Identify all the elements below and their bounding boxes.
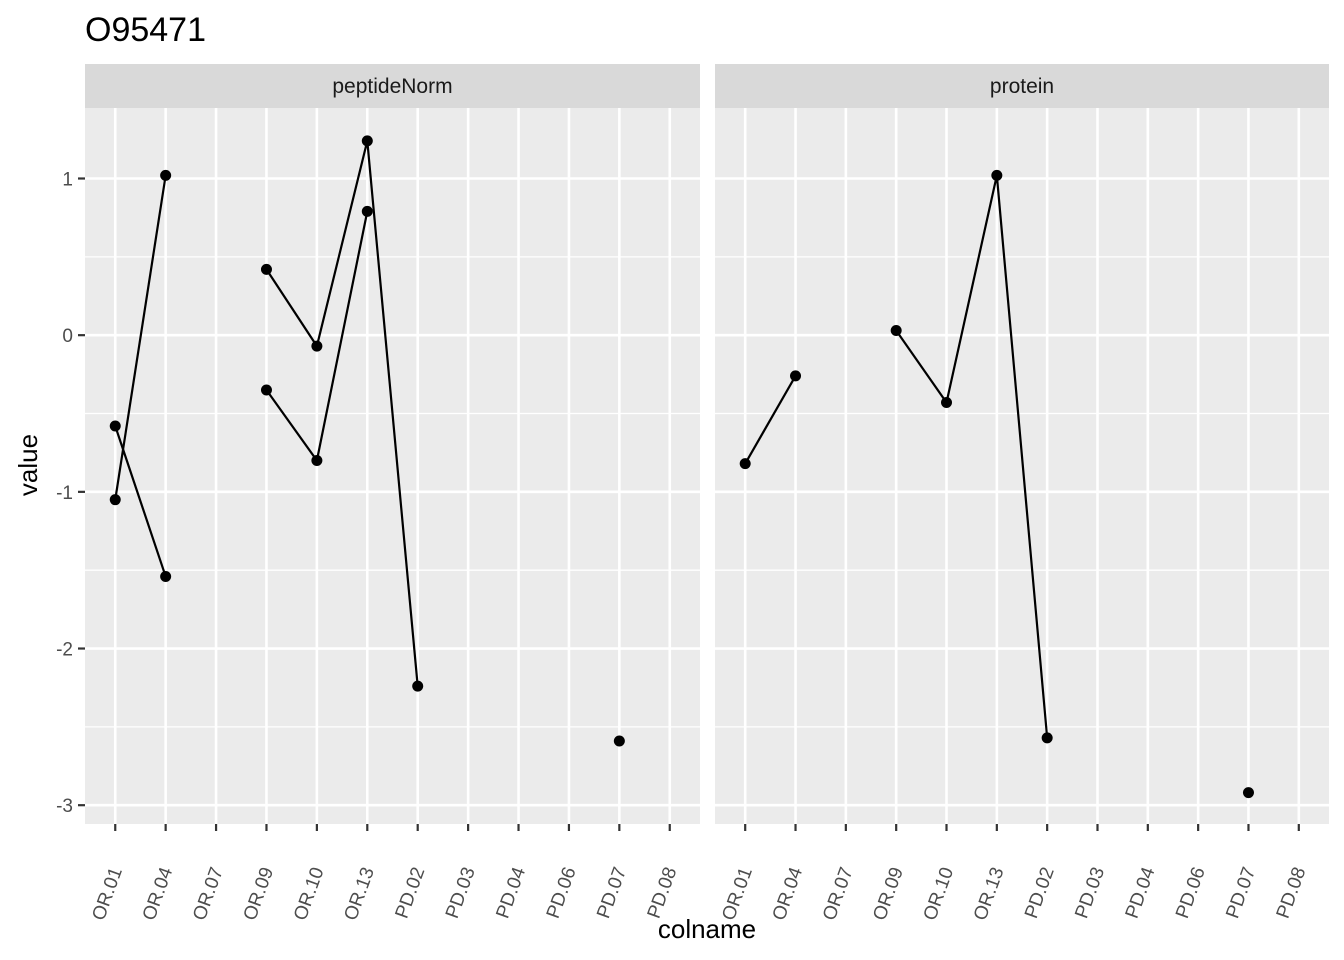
chart-title: O95471 <box>85 11 206 49</box>
x-tick-label: PD.06 <box>1172 865 1210 922</box>
x-tick-label: PD.07 <box>593 865 631 922</box>
data-point <box>941 397 953 409</box>
x-tick-label: OR.10 <box>290 865 329 924</box>
data-point <box>790 370 802 382</box>
x-tick-label: PD.08 <box>644 865 682 922</box>
x-tick-label: PD.04 <box>492 864 530 921</box>
x-tick-label: OR.04 <box>139 864 178 923</box>
x-tick-label: PD.03 <box>1071 865 1109 922</box>
data-point <box>260 384 272 396</box>
facet-strip-label: peptideNorm <box>332 75 452 98</box>
x-tick-label: PD.02 <box>1021 865 1059 922</box>
data-point <box>991 169 1003 181</box>
data-point <box>361 135 373 147</box>
facet-panels: peptideNorm OR.01 OR.04 OR.07 OR.09 OR.10 OR.1… <box>85 64 1329 923</box>
data-point <box>1242 787 1254 799</box>
series-line <box>265 140 419 687</box>
x-tick-label: OR.13 <box>340 865 379 924</box>
x-tick-label: OR.09 <box>869 865 908 924</box>
data-point <box>1041 732 1053 744</box>
data-point <box>412 680 424 692</box>
x-tick-label: OR.07 <box>819 865 858 924</box>
x-tick-label: OR.01 <box>88 865 127 924</box>
data-point <box>160 570 172 582</box>
x-tick-label: OR.07 <box>189 865 228 924</box>
panel-background <box>85 108 700 824</box>
series-line <box>114 175 167 500</box>
x-tick-label: OR.10 <box>920 865 959 924</box>
y-tick-label: 1 <box>62 170 73 191</box>
x-tick-label: PD.06 <box>543 865 581 922</box>
y-axis-title: value <box>13 434 43 496</box>
x-tick-label: PD.07 <box>1222 865 1260 922</box>
series-line <box>744 375 797 465</box>
data-point <box>109 494 121 506</box>
data-point <box>260 263 272 275</box>
x-tick-label: PD.08 <box>1273 865 1311 922</box>
x-tick-label: PD.02 <box>392 865 430 922</box>
y-tick-label: -2 <box>56 640 73 661</box>
y-axis: -3 -2 -1 0 1 <box>56 170 85 817</box>
x-tick-label: PD.03 <box>442 865 480 922</box>
facet-strip-label: protein <box>990 75 1054 98</box>
x-axis-title: colname <box>658 914 756 944</box>
facet-strip <box>85 64 700 108</box>
x-tick-label: PD.04 <box>1122 864 1160 921</box>
data-point <box>739 458 751 470</box>
data-point <box>109 420 121 432</box>
y-tick-label: -3 <box>56 796 73 817</box>
data-point <box>890 324 902 336</box>
y-tick-label: -1 <box>56 483 73 504</box>
facet-peptideNorm: peptideNorm OR.01 OR.04 OR.07 OR.09 OR.10 OR.1… <box>85 64 700 923</box>
x-tick-label: OR.09 <box>240 865 279 924</box>
x-tick-label: OR.04 <box>769 864 808 923</box>
data-point <box>311 340 323 352</box>
data-point <box>613 735 625 747</box>
facet-strip <box>715 64 1329 108</box>
data-point <box>361 205 373 217</box>
series-line <box>895 175 1049 738</box>
y-tick-label: 0 <box>62 326 73 347</box>
data-point <box>160 169 172 181</box>
x-tick-label: OR.13 <box>970 865 1009 924</box>
data-point <box>311 455 323 467</box>
